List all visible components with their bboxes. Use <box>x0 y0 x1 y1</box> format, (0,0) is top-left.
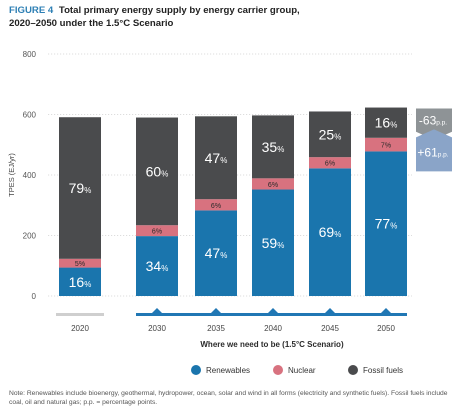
x-bracket-scenario <box>136 313 407 316</box>
annotation-arrow-fossil <box>416 108 452 140</box>
x-bracket-tick <box>152 308 162 313</box>
bar-nuclear <box>59 258 101 268</box>
legend-label: Fossil fuels <box>363 366 403 375</box>
bar-fossil-fuels <box>59 117 101 259</box>
bar-fossil-fuels <box>309 111 351 158</box>
legend-label: Nuclear <box>288 366 316 375</box>
bar-nuclear <box>252 178 294 190</box>
y-axis-title: TPES (EJ/yr) <box>7 153 16 197</box>
bar-renewables <box>365 151 407 296</box>
y-tick-label: 800 <box>23 50 37 59</box>
bar-label-nuclear: 6% <box>211 203 221 210</box>
bar-fossil-fuels <box>365 107 407 138</box>
bar-label-nuclear: 7% <box>381 143 391 150</box>
bar-renewables <box>59 267 101 296</box>
legend-marker <box>273 365 283 375</box>
x-tick-label: 2050 <box>377 324 395 333</box>
bar-label-nuclear: 6% <box>152 229 162 236</box>
figure-title-line1: Total primary energy supply by energy ca… <box>58 5 300 16</box>
bar-fossil-fuels <box>136 117 178 226</box>
x-tick-label: 2035 <box>207 324 225 333</box>
bar-nuclear <box>309 157 351 169</box>
y-tick-label: 600 <box>23 111 37 120</box>
y-tick-label: 0 <box>32 292 37 301</box>
bar-label-nuclear: 5% <box>75 261 85 268</box>
x-bracket-tick <box>325 308 335 313</box>
figure-number: FIGURE 4 <box>9 5 54 16</box>
bar-nuclear <box>136 225 178 237</box>
x-tick-label: 2030 <box>148 324 166 333</box>
legend-marker <box>348 365 358 375</box>
y-tick-label: 400 <box>23 171 37 180</box>
x-tick-label: 2020 <box>71 324 89 333</box>
x-tick-label: 2040 <box>264 324 282 333</box>
x-bracket-tick <box>211 308 221 313</box>
x-group-label: Where we need to be (1.5°C Scenario) <box>200 340 344 349</box>
annotation-arrow-renewables <box>416 129 452 172</box>
x-tick-label: 2045 <box>321 324 339 333</box>
bar-renewables <box>195 210 237 296</box>
legend-label: Renewables <box>206 366 250 375</box>
bar-renewables <box>309 168 351 296</box>
bar-fossil-fuels <box>195 116 237 200</box>
bar-renewables <box>252 189 294 296</box>
bar-label-nuclear: 6% <box>268 182 278 189</box>
figure-title: FIGURE 4 Total primary energy supply by … <box>9 5 429 30</box>
bar-renewables <box>136 236 178 296</box>
bar-label-nuclear: 6% <box>325 161 335 168</box>
bar-fossil-fuels <box>252 115 294 179</box>
x-bracket-tick <box>268 308 278 313</box>
footnote: Note: Renewables include bioenergy, geot… <box>9 390 448 406</box>
x-bracket-tick <box>381 308 391 313</box>
bar-nuclear <box>195 199 237 211</box>
figure-title-line2: 2020–2050 under the 1.5°C Scenario <box>9 17 174 29</box>
legend-marker <box>191 365 201 375</box>
y-tick-label: 200 <box>23 232 37 241</box>
x-bracket-current <box>56 313 104 316</box>
bar-nuclear <box>365 137 407 152</box>
